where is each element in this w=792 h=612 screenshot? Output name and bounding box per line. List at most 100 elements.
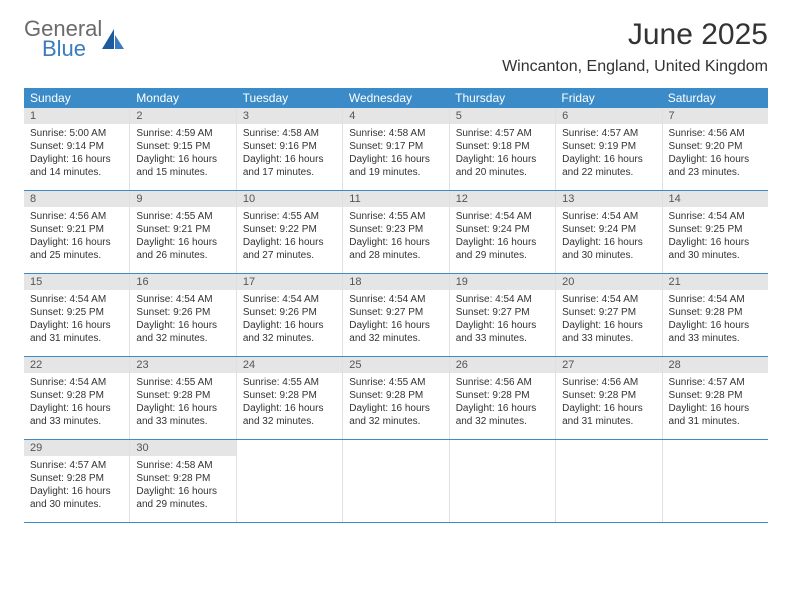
day-number: 18 [343,274,448,290]
sunset-line: Sunset: 9:22 PM [243,223,336,236]
weekday-header-cell: Thursday [449,88,555,108]
daylight-line: Daylight: 16 hours and 33 minutes. [456,319,549,345]
sunset-line: Sunset: 9:15 PM [136,140,229,153]
day-body: Sunrise: 4:54 AMSunset: 9:26 PMDaylight:… [130,290,235,349]
day-cell: 6Sunrise: 4:57 AMSunset: 9:19 PMDaylight… [556,108,662,190]
sunrise-line: Sunrise: 4:54 AM [136,293,229,306]
weekday-header-cell: Sunday [24,88,130,108]
sunset-line: Sunset: 9:20 PM [669,140,762,153]
day-cell [450,440,556,522]
sunrise-line: Sunrise: 4:58 AM [136,459,229,472]
day-number: 11 [343,191,448,207]
title-block: June 2025 Wincanton, England, United Kin… [502,18,768,76]
day-cell: 1Sunrise: 5:00 AMSunset: 9:14 PMDaylight… [24,108,130,190]
weeks-container: 1Sunrise: 5:00 AMSunset: 9:14 PMDaylight… [24,108,768,523]
day-number: 1 [24,108,129,124]
day-body: Sunrise: 4:59 AMSunset: 9:15 PMDaylight:… [130,124,235,183]
day-cell: 20 Sunrise: 4:54 AMSunset: 9:27 PMDayligh… [556,274,662,356]
day-number: 28 [663,357,768,373]
month-title: June 2025 [502,18,768,52]
sunset-line: Sunset: 9:27 PM [349,306,442,319]
daylight-line: Daylight: 16 hours and 23 minutes. [669,153,762,179]
day-number: 6 [556,108,661,124]
day-cell: 21Sunrise: 4:54 AMSunset: 9:28 PMDayligh… [663,274,768,356]
weekday-header-cell: Wednesday [343,88,449,108]
sunrise-line: Sunrise: 4:58 AM [243,127,336,140]
sunset-line: Sunset: 9:27 PM [562,306,655,319]
sunset-line: Sunset: 9:26 PM [136,306,229,319]
sunrise-line: Sunrise: 4:54 AM [562,293,655,306]
day-body: Sunrise: 4:54 AMSunset: 9:24 PMDaylight:… [556,207,661,266]
week-row: 8Sunrise: 4:56 AMSunset: 9:21 PMDaylight… [24,191,768,274]
day-cell: 12Sunrise: 4:54 AMSunset: 9:24 PMDayligh… [450,191,556,273]
day-number: 21 [663,274,768,290]
daylight-line: Daylight: 16 hours and 32 minutes. [349,319,442,345]
logo-sail-icon [100,27,128,58]
day-body: Sunrise: 4:55 AMSunset: 9:28 PMDaylight:… [237,373,342,432]
day-body: Sunrise: 4:55 AMSunset: 9:28 PMDaylight:… [130,373,235,432]
day-body: Sunrise: 4:56 AMSunset: 9:20 PMDaylight:… [663,124,768,183]
day-cell: 11Sunrise: 4:55 AMSunset: 9:23 PMDayligh… [343,191,449,273]
day-cell: 13Sunrise: 4:54 AMSunset: 9:24 PMDayligh… [556,191,662,273]
daylight-line: Daylight: 16 hours and 15 minutes. [136,153,229,179]
sunset-line: Sunset: 9:28 PM [562,389,655,402]
day-body: Sunrise: 4:57 AMSunset: 9:18 PMDaylight:… [450,124,555,183]
day-body: Sunrise: 4:54 AMSunset: 9:26 PMDaylight:… [237,290,342,349]
sunrise-line: Sunrise: 4:55 AM [349,210,442,223]
day-number: 4 [343,108,448,124]
day-body: Sunrise: 5:00 AMSunset: 9:14 PMDaylight:… [24,124,129,183]
day-cell: 8Sunrise: 4:56 AMSunset: 9:21 PMDaylight… [24,191,130,273]
day-cell: 10Sunrise: 4:55 AMSunset: 9:22 PMDayligh… [237,191,343,273]
day-cell: 24Sunrise: 4:55 AMSunset: 9:28 PMDayligh… [237,357,343,439]
daylight-line: Daylight: 16 hours and 32 minutes. [456,402,549,428]
sunset-line: Sunset: 9:28 PM [30,472,123,485]
day-number: 10 [237,191,342,207]
day-number: 29 [24,440,129,456]
sunset-line: Sunset: 9:19 PM [562,140,655,153]
day-cell: 30Sunrise: 4:58 AMSunset: 9:28 PMDayligh… [130,440,236,522]
day-number: 14 [663,191,768,207]
day-body: Sunrise: 4:58 AMSunset: 9:16 PMDaylight:… [237,124,342,183]
sunrise-line: Sunrise: 4:57 AM [562,127,655,140]
sunrise-line: Sunrise: 4:54 AM [562,210,655,223]
day-number: 7 [663,108,768,124]
sunrise-line: Sunrise: 4:57 AM [456,127,549,140]
sunset-line: Sunset: 9:21 PM [136,223,229,236]
day-number: 19 [450,274,555,290]
daylight-line: Daylight: 16 hours and 20 minutes. [456,153,549,179]
day-body: Sunrise: 4:58 AMSunset: 9:17 PMDaylight:… [343,124,448,183]
calendar-grid: SundayMondayTuesdayWednesdayThursdayFrid… [24,88,768,523]
sunrise-line: Sunrise: 4:54 AM [30,293,123,306]
week-row: 29Sunrise: 4:57 AMSunset: 9:28 PMDayligh… [24,440,768,523]
day-number: 20 [556,274,661,290]
daylight-line: Daylight: 16 hours and 17 minutes. [243,153,336,179]
daylight-line: Daylight: 16 hours and 19 minutes. [349,153,442,179]
sunrise-line: Sunrise: 4:57 AM [669,376,762,389]
daylight-line: Daylight: 16 hours and 33 minutes. [669,319,762,345]
daylight-line: Daylight: 16 hours and 26 minutes. [136,236,229,262]
daylight-line: Daylight: 16 hours and 33 minutes. [562,319,655,345]
sunset-line: Sunset: 9:28 PM [669,306,762,319]
day-body: Sunrise: 4:56 AMSunset: 9:21 PMDaylight:… [24,207,129,266]
day-cell: 17Sunrise: 4:54 AMSunset: 9:26 PMDayligh… [237,274,343,356]
day-cell [663,440,768,522]
sunset-line: Sunset: 9:27 PM [456,306,549,319]
day-cell [556,440,662,522]
day-number: 5 [450,108,555,124]
day-cell: 22Sunrise: 4:54 AMSunset: 9:28 PMDayligh… [24,357,130,439]
day-body: Sunrise: 4:54 AMSunset: 9:25 PMDaylight:… [663,207,768,266]
sunrise-line: Sunrise: 4:59 AM [136,127,229,140]
sunrise-line: Sunrise: 4:54 AM [456,210,549,223]
week-row: 15Sunrise: 4:54 AMSunset: 9:25 PMDayligh… [24,274,768,357]
sunrise-line: Sunrise: 4:54 AM [243,293,336,306]
day-body: Sunrise: 4:54 AMSunset: 9:27 PMDaylight:… [343,290,448,349]
day-body: Sunrise: 4:58 AMSunset: 9:28 PMDaylight:… [130,456,235,515]
sunrise-line: Sunrise: 4:56 AM [456,376,549,389]
daylight-line: Daylight: 16 hours and 33 minutes. [30,402,123,428]
day-cell: 3Sunrise: 4:58 AMSunset: 9:16 PMDaylight… [237,108,343,190]
day-cell: 15Sunrise: 4:54 AMSunset: 9:25 PMDayligh… [24,274,130,356]
day-body: Sunrise: 4:54 AMSunset: 9:25 PMDaylight:… [24,290,129,349]
day-cell: 5Sunrise: 4:57 AMSunset: 9:18 PMDaylight… [450,108,556,190]
day-number: 26 [450,357,555,373]
daylight-line: Daylight: 16 hours and 30 minutes. [562,236,655,262]
